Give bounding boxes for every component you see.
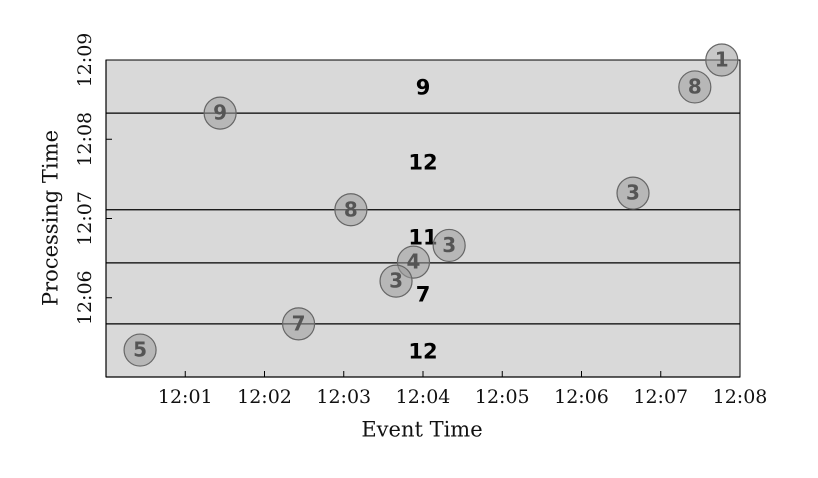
x-tick-label: 12:02 [237, 386, 292, 408]
point [334, 193, 368, 227]
point [678, 70, 712, 104]
point-score: 8 [344, 197, 358, 221]
point-score: 1 [715, 48, 729, 72]
plot-area [105, 59, 741, 378]
y-tick-label: 12:08 [74, 112, 96, 167]
point-score: 9 [213, 101, 227, 125]
point-score: 3 [442, 233, 456, 257]
point-score: 4 [407, 250, 421, 274]
point [616, 176, 650, 210]
point [203, 96, 237, 130]
x-tick-label: 12:04 [396, 386, 451, 408]
point [379, 264, 413, 298]
x-tick-label: 12:06 [554, 386, 609, 408]
pane-sum: 12 [408, 339, 437, 363]
point-score: 3 [626, 181, 640, 205]
point-score: 5 [133, 338, 147, 362]
point-score: 3 [389, 269, 403, 293]
x-tick-label: 12:01 [158, 386, 213, 408]
x-tick-label: 12:05 [475, 386, 530, 408]
pane-sum: 12 [408, 150, 437, 174]
point [281, 307, 316, 341]
point [432, 228, 466, 263]
point [123, 333, 157, 367]
y-tick-label: 12:09 [74, 33, 96, 88]
x-tick-label: 12:03 [316, 386, 371, 408]
point-score: 8 [688, 74, 702, 98]
y-tick-label: 12:06 [74, 270, 96, 325]
y-tick-label: 12:07 [74, 191, 96, 246]
y-axis-title: Processing Time [39, 130, 63, 306]
point-score: 7 [292, 311, 306, 335]
x-tick-label: 12:07 [633, 386, 688, 408]
x-tick-label: 12:08 [713, 386, 768, 408]
pane-sum: 7 [416, 282, 431, 306]
point [705, 43, 739, 77]
x-axis-title: Event Time [361, 418, 482, 442]
pane-sum: 9 [416, 76, 431, 100]
